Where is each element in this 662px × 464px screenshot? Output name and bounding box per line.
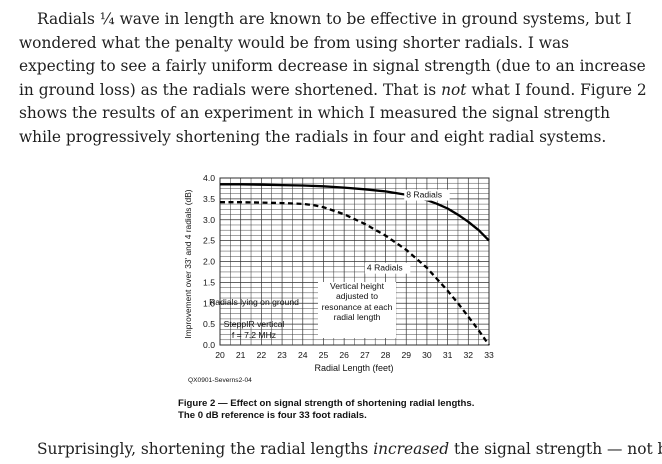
x-tick-label: 20 [215, 350, 225, 360]
y-tick-label: 3.0 [203, 215, 215, 225]
caption-line: Figure 2 — Effect on signal strength of … [178, 398, 475, 409]
annotation-text: SteppIR vertical [224, 319, 285, 329]
x-tick-label: 25 [319, 350, 329, 360]
x-tick-label: 31 [443, 350, 453, 360]
figure-source-id: QX0901-Severns2-04 [188, 377, 252, 384]
caption-line: The 0 dB reference is four 33 foot radia… [178, 410, 367, 421]
closing-paragraph: Surprisingly, shortening the radial leng… [19, 438, 662, 462]
intro-paragraph: Radials ¼ wave in length are known to be… [19, 8, 649, 149]
y-tick-label: 4.0 [203, 173, 215, 183]
annotation-steppir: SteppIR vertical f = 7.2 MHz [224, 319, 285, 340]
y-tick-label: 1.5 [203, 277, 215, 287]
text-line: Radials ¼ wave in length are known to be… [37, 10, 632, 28]
y-axis-ticks: 0.0 0.5 1.0 1.5 2.0 2.5 3.0 3.5 4.0 [203, 173, 215, 350]
figure-2: 0.0 0.5 1.0 1.5 2.0 2.5 3.0 3.5 4.0 20 21 22 23 24 25… [178, 170, 508, 428]
y-tick-label: 2.0 [203, 257, 215, 267]
text-line: the signal strength — not by [449, 440, 662, 458]
annotation-radials-on-ground: Radials lying on ground [209, 297, 299, 307]
series-lines: 8 Radials 4 Radials [220, 183, 490, 346]
y-axis-label: Improvement over 33' and 4 radials (dB) [183, 189, 193, 338]
y-tick-label: 1.0 [203, 298, 215, 308]
figure-caption: Figure 2 — Effect on signal strength of … [178, 398, 518, 422]
x-axis-label: Radial Length (feet) [314, 363, 393, 373]
x-tick-label: 26 [339, 350, 349, 360]
annotation-text: f = 7.2 MHz [232, 330, 276, 340]
x-tick-label: 22 [257, 350, 267, 360]
series-label-bg [364, 262, 411, 274]
x-tick-label: 32 [464, 350, 474, 360]
annotation-text: Radials lying on ground [209, 297, 299, 307]
y-tick-label: 0.5 [203, 319, 215, 329]
emphasis-text: not [441, 80, 467, 99]
emphasis-text: increased [373, 440, 450, 458]
x-tick-label: 30 [422, 350, 432, 360]
x-tick-label: 21 [236, 350, 246, 360]
x-axis-ticks: 20 21 22 23 24 25 26 27 28 29 30 31 32 33 [215, 350, 494, 360]
annotation-text: Vertical height adjusted to resonance at… [321, 281, 393, 323]
y-tick-label: 0.0 [203, 340, 215, 350]
annotation-vertical-height: Vertical height adjusted to resonance at… [318, 281, 396, 338]
series-line-four-radials [220, 201, 490, 346]
x-tick-label: 23 [277, 350, 287, 360]
radial-length-chart: 0.0 0.5 1.0 1.5 2.0 2.5 3.0 3.5 4.0 20 21 22 23 24 25… [183, 173, 494, 384]
x-tick-label: 24 [298, 350, 308, 360]
x-tick-label: 33 [484, 350, 494, 360]
y-tick-label: 3.5 [203, 194, 215, 204]
text-line: see a fairly uniform decrease in signal … [19, 57, 646, 99]
chart-grid [219, 177, 490, 346]
x-tick-label: 29 [401, 350, 411, 360]
series-label: 4 Radials [367, 263, 403, 273]
text-line: Surprisingly, shortening the radial leng… [37, 440, 374, 458]
text-line: as the radials were shortened. That is [140, 80, 442, 99]
text-line: shortening the radials in four and eight… [175, 127, 607, 146]
x-tick-label: 27 [360, 350, 370, 360]
y-tick-label: 2.5 [203, 236, 215, 246]
series-line-eight-radials [220, 183, 490, 242]
text-line: of an experiment in which I measured the… [19, 104, 610, 146]
series-label: 8 Radials [406, 190, 442, 200]
text-line: what I found. Figure 2 shows the results [19, 80, 647, 123]
x-tick-label: 28 [381, 350, 391, 360]
series-label-bg [404, 189, 450, 201]
text-line: wondered what the penalty would be from … [19, 33, 570, 76]
